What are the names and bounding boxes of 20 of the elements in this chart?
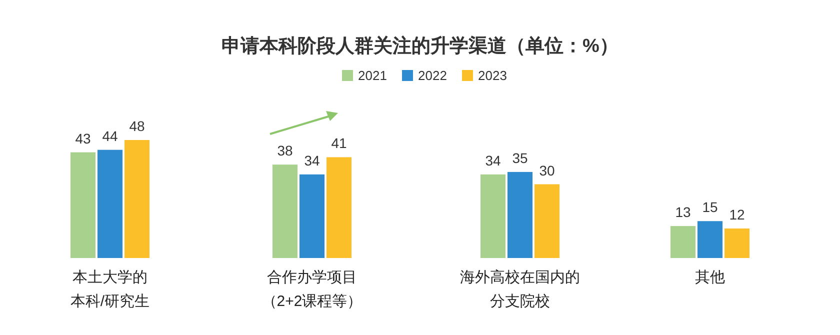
data-label: 41 <box>331 135 347 152</box>
data-label: 34 <box>304 152 320 168</box>
data-label: 12 <box>729 206 745 222</box>
x-tick-label: 合作办学项目（2+2课程等） <box>262 269 362 310</box>
legend-label: 2023 <box>478 68 507 83</box>
data-label: 43 <box>75 130 91 146</box>
data-label: 30 <box>539 162 555 178</box>
data-label: 15 <box>702 199 718 216</box>
data-label: 44 <box>102 128 118 144</box>
chart-title: 申请本科阶段人群关注的升学渠道（单位：%） <box>222 35 618 57</box>
x-tick-label: 本土大学的本科/研究生 <box>70 269 150 310</box>
legend-label: 2022 <box>418 68 447 83</box>
data-label: 48 <box>129 118 145 134</box>
data-label: 35 <box>512 150 528 166</box>
x-tick-label: 其他 <box>695 269 725 286</box>
data-label: 34 <box>485 152 501 168</box>
data-label: 38 <box>277 142 293 159</box>
legend-label: 2021 <box>358 68 387 83</box>
x-tick-label: 海外高校在国内的分支院校 <box>460 269 580 310</box>
data-label: 13 <box>675 204 691 220</box>
